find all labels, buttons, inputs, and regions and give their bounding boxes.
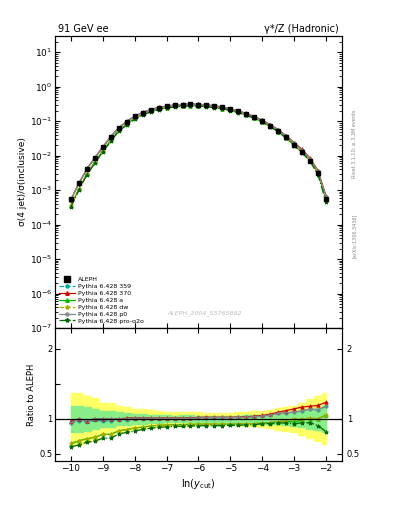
- Text: ALEPH_2004_S5765862: ALEPH_2004_S5765862: [167, 311, 241, 316]
- Y-axis label: Ratio to ALEPH: Ratio to ALEPH: [28, 363, 36, 425]
- Text: Rivet 3.1.10; ≥ 3.3M events: Rivet 3.1.10; ≥ 3.3M events: [352, 109, 357, 178]
- X-axis label: $\ln(y_{\rm cut})$: $\ln(y_{\rm cut})$: [181, 477, 216, 490]
- Text: 91 GeV ee: 91 GeV ee: [58, 25, 108, 34]
- Text: [arXiv:1306.3436]: [arXiv:1306.3436]: [352, 214, 357, 258]
- Legend: ALEPH, Pythia 6.428 359, Pythia 6.428 370, Pythia 6.428 a, Pythia 6.428 dw, Pyth: ALEPH, Pythia 6.428 359, Pythia 6.428 37…: [58, 275, 145, 325]
- Text: γ*/Z (Hadronic): γ*/Z (Hadronic): [264, 25, 339, 34]
- Y-axis label: σ(4 jet)/σ(inclusive): σ(4 jet)/σ(inclusive): [18, 138, 27, 226]
